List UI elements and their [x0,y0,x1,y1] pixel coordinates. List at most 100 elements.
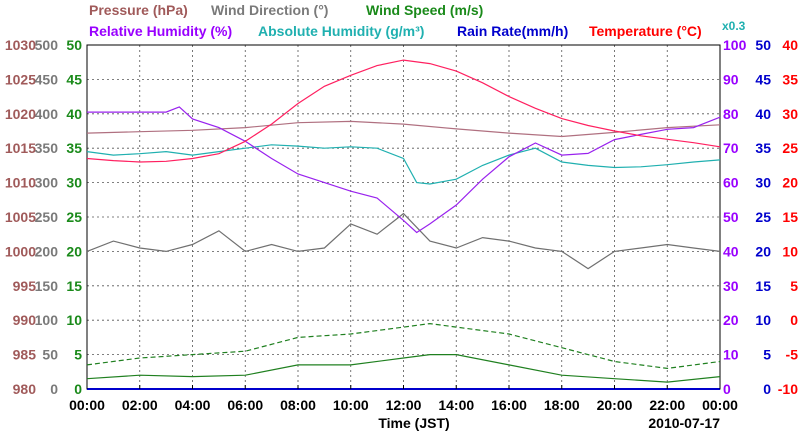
tick-label-rain-rate: 25 [755,209,771,225]
tick-label-wind-speed: 35 [66,140,82,156]
tick-label-temperature: 20 [782,175,798,191]
tick-label-pressure: 1005 [5,209,36,225]
tick-label-wind-speed: 25 [66,209,82,225]
tick-label-temperature: 25 [782,140,798,156]
tick-label-temperature: 40 [782,37,798,53]
x-tick-label: 18:00 [544,397,580,413]
legend-absolute-humidity-factor: x0.3 [722,19,746,33]
tick-label-wind-direction: 350 [35,140,59,156]
legend: Pressure (hPa) Wind Direction (°) Wind S… [89,2,746,39]
x-tick-label: 00:00 [69,397,105,413]
tick-label-pressure: 980 [13,381,37,397]
tick-label-temperature: 10 [782,243,798,259]
axes: 1030102510201015101010051000995990985980… [5,37,798,397]
x-tick-label: 06:00 [227,397,263,413]
tick-label-pressure: 990 [13,312,37,328]
tick-label-wind-speed: 15 [66,278,82,294]
tick-label-wind-direction: 500 [35,37,59,53]
tick-label-temperature: 5 [790,278,798,294]
legend-temperature: Temperature (°C) [589,23,702,39]
tick-label-relative-humidity: 80 [723,106,739,122]
tick-label-temperature: -5 [786,347,799,363]
series-absolute-humidity [86,144,721,185]
tick-label-pressure: 995 [13,278,37,294]
series-relative-humidity [87,106,721,234]
x-tick-label: 20:00 [597,397,633,413]
tick-label-wind-speed: 20 [66,243,82,259]
x-tick-label: 00:00 [702,397,738,413]
series-pressure [86,120,721,138]
tick-label-wind-speed: 0 [74,381,82,397]
x-axis-title: Time (JST) [378,415,449,431]
legend-wind-direction: Wind Direction (°) [211,2,328,18]
tick-label-wind-direction: 250 [35,209,59,225]
tick-label-pressure: 1030 [5,37,36,53]
tick-label-pressure: 1015 [5,140,36,156]
tick-label-relative-humidity: 100 [723,37,747,53]
tick-label-relative-humidity: 30 [723,278,739,294]
tick-label-rain-rate: 40 [755,106,771,122]
x-axis: 00:00 02:00 04:00 06:00 08:00 10:00 12:00 14:00… [69,385,738,413]
tick-label-rain-rate: 30 [755,175,771,191]
tick-label-temperature: 15 [782,209,798,225]
tick-label-wind-direction: 50 [42,347,58,363]
x-tick-label: 16:00 [491,397,527,413]
tick-label-wind-direction: 450 [35,71,59,87]
tick-label-relative-humidity: 0 [723,381,731,397]
legend-wind-speed: Wind Speed (m/s) [366,2,483,18]
tick-label-wind-speed: 30 [66,175,82,191]
tick-label-rain-rate: 35 [755,140,771,156]
tick-label-pressure: 985 [13,347,37,363]
tick-label-pressure: 1010 [5,175,36,191]
legend-rain-rate: Rain Rate(mm/h) [457,23,568,39]
tick-label-wind-speed: 50 [66,37,82,53]
tick-label-pressure: 1025 [5,71,36,87]
tick-label-rain-rate: 10 [755,312,771,328]
tick-label-wind-speed: 10 [66,312,82,328]
tick-label-rain-rate: 0 [763,381,771,397]
x-tick-label: 08:00 [280,397,316,413]
x-tick-label: 02:00 [122,397,158,413]
series-temperature [86,59,721,163]
tick-label-rain-rate: 45 [755,71,771,87]
tick-label-wind-direction: 200 [35,243,59,259]
tick-label-rain-rate: 20 [755,243,771,259]
tick-label-temperature: 0 [790,312,798,328]
tick-label-wind-speed: 40 [66,106,82,122]
tick-label-relative-humidity: 90 [723,71,739,87]
tick-label-wind-direction: 400 [35,106,59,122]
tick-label-temperature: -10 [778,381,798,397]
tick-label-wind-speed: 5 [74,347,82,363]
legend-pressure: Pressure (hPa) [89,2,188,18]
x-tick-label: 14:00 [438,397,474,413]
x-tick-label: 22:00 [649,397,685,413]
tick-label-wind-direction: 0 [50,381,58,397]
series-wind-direction [86,212,721,270]
tick-label-rain-rate: 15 [755,278,771,294]
tick-label-relative-humidity: 40 [723,243,739,259]
tick-label-relative-humidity: 60 [723,175,739,191]
chart-date: 2010-07-17 [648,415,720,431]
legend-relative-humidity: Relative Humidity (%) [89,23,232,39]
tick-label-wind-direction: 150 [35,278,59,294]
tick-label-temperature: 35 [782,71,798,87]
tick-label-pressure: 1020 [5,106,36,122]
series-wind-speed [86,354,721,383]
series-wind-speed-gust [86,322,721,370]
x-tick-label: 04:00 [175,397,211,413]
tick-label-relative-humidity: 50 [723,209,739,225]
tick-label-rain-rate: 50 [755,37,771,53]
tick-label-pressure: 1000 [5,243,36,259]
tick-label-temperature: 30 [782,106,798,122]
x-tick-label: 12:00 [386,397,422,413]
tick-label-relative-humidity: 70 [723,140,739,156]
tick-label-relative-humidity: 10 [723,347,739,363]
series-group [86,59,721,390]
legend-absolute-humidity: Absolute Humidity (g/m³) [258,23,424,39]
tick-label-wind-direction: 300 [35,175,59,191]
tick-label-wind-direction: 100 [35,312,59,328]
x-tick-label: 10:00 [333,397,369,413]
tick-label-rain-rate: 5 [763,347,771,363]
tick-label-wind-speed: 45 [66,71,82,87]
